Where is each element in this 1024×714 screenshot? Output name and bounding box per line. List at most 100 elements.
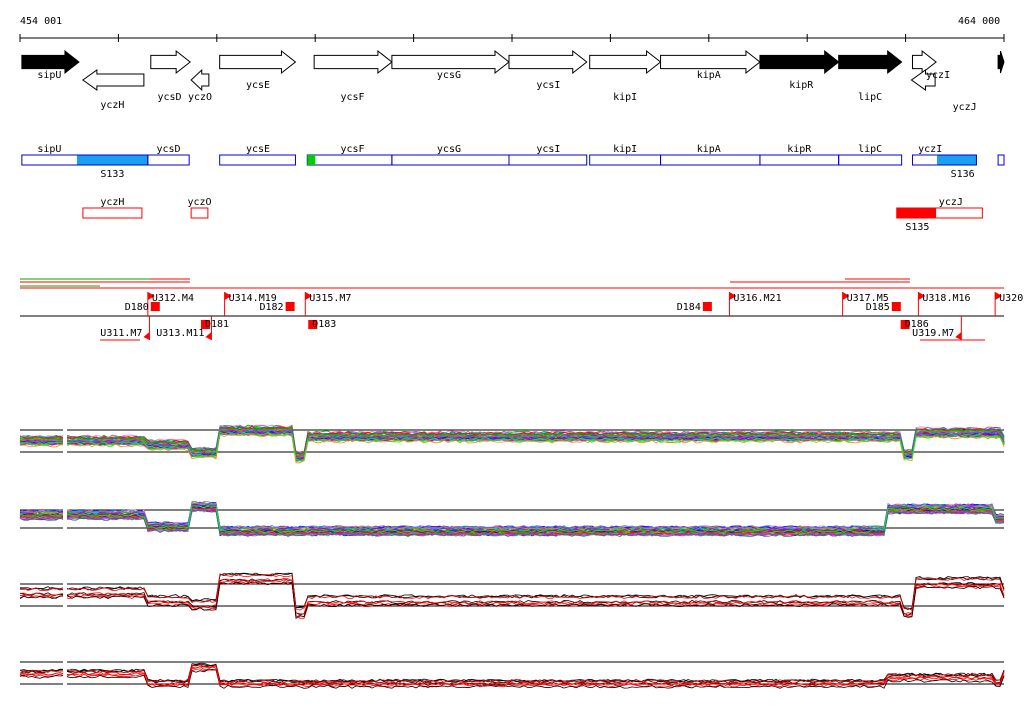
segment-label: U316.M21	[733, 293, 781, 304]
operon-box	[391, 154, 510, 166]
expression-tracks	[19, 420, 1005, 694]
ruler-end-label: 464 000	[958, 16, 1000, 27]
expr-series-line	[19, 433, 1005, 464]
segment-marker-down	[900, 320, 910, 329]
operon-highlight-label: S136	[951, 169, 975, 180]
gene-arrow-plus	[150, 49, 191, 75]
expr-gap	[63, 574, 67, 616]
segment-flag	[918, 292, 926, 300]
gene-label: yczI	[926, 70, 950, 81]
segment-label: U314.M19	[229, 293, 277, 304]
gene-label: yczJ	[953, 102, 977, 113]
segment-flag	[205, 332, 212, 340]
expr-series-line	[19, 666, 1005, 686]
segment-flag	[224, 292, 232, 300]
operon-box	[911, 154, 977, 166]
segment-label: D184	[677, 302, 701, 313]
gene-arrow-minus	[82, 69, 145, 91]
operon-box	[997, 154, 1005, 166]
gene-label: ycsG	[437, 70, 461, 81]
gene-arrow-plus	[589, 49, 662, 75]
segment-flag	[143, 332, 150, 340]
segment-marker-down	[285, 302, 295, 311]
segment-label: D183	[312, 319, 336, 330]
operon-box	[660, 154, 761, 166]
operon-box	[147, 154, 190, 166]
gene-label: ycsF	[340, 92, 364, 103]
operon-label: kipA	[697, 144, 721, 155]
segment-marker-down	[702, 302, 712, 311]
expr-series-line	[19, 424, 1005, 454]
gene-arrow-minus	[190, 68, 210, 92]
expr-series-line	[19, 669, 1005, 689]
segment-label: U311.M7	[100, 328, 142, 339]
operon-box-minus	[896, 207, 983, 219]
gene-label: ycsD	[157, 92, 181, 103]
expr-series-line	[19, 579, 1005, 618]
segment-label: U320	[999, 293, 1023, 304]
gene-arrow-plus	[313, 49, 393, 75]
segment-flag	[995, 292, 1003, 300]
expr-series-line	[19, 573, 1005, 612]
expr-gap	[63, 500, 67, 538]
gene-arrow-plus	[997, 50, 1005, 74]
gene-label: kipI	[613, 92, 637, 103]
operon-label: lipC	[858, 144, 882, 155]
gene-label: yczH	[100, 100, 124, 111]
operon-label: ycsF	[340, 144, 364, 155]
operon-box	[838, 154, 903, 166]
gene-arrow-plus	[391, 49, 510, 75]
operon-track: sipU S133 ycsD ycsE ycsF ycsG ycsI kipI kipA kipR…	[21, 144, 1005, 233]
gene-label: sipU	[37, 70, 61, 81]
segment-flag	[729, 292, 737, 300]
operon-label: yczO	[187, 197, 211, 208]
expr-series-line	[19, 426, 1005, 456]
gene-track	[21, 49, 1005, 92]
gene-arrow-plus	[838, 49, 903, 75]
expr-series-line	[20, 664, 1005, 684]
gene-label: yczO	[188, 92, 212, 103]
operon-highlight-label: S135	[905, 222, 929, 233]
operon-label: kipI	[613, 144, 637, 155]
operon-box	[759, 154, 840, 166]
gene-labels: sipU ycsD yczO ycsE ycsF ycsG ycsI kipI kipA kipR…	[37, 70, 976, 113]
expr-series-line	[19, 581, 1005, 619]
operon-label: kipR	[787, 144, 812, 155]
expr-gap	[63, 420, 67, 462]
gene-arrow-plus	[508, 49, 588, 75]
segment-flag	[955, 332, 962, 340]
operon-start-mark	[307, 155, 316, 165]
ruler-ticks	[19, 34, 1005, 42]
operon-highlight	[76, 155, 148, 165]
expr-series-line	[19, 578, 1005, 615]
gene-arrow-plus	[759, 49, 840, 75]
expr-series-line	[19, 666, 1005, 686]
segment-marker-down	[891, 302, 901, 311]
operon-box	[219, 154, 296, 166]
gene-arrow-plus	[219, 49, 297, 75]
segment-label: U319.M7	[912, 328, 954, 339]
operon-label: yczJ	[939, 197, 963, 208]
expr-series-line	[19, 581, 1005, 619]
operon-box	[306, 154, 393, 166]
operon-highlight	[896, 208, 937, 218]
expr-series-line	[19, 662, 1005, 683]
segment-label: D185	[866, 302, 890, 313]
segment-flag	[147, 292, 155, 300]
operon-box	[589, 154, 662, 166]
operon-label: ycsG	[437, 144, 461, 155]
operon-label: sipU	[37, 144, 61, 155]
operon-tail	[886, 155, 902, 165]
gene-label: ycsI	[536, 80, 560, 91]
gene-label: kipA	[697, 70, 721, 81]
segment-marker-down	[150, 302, 160, 311]
gene-arrow-plus	[660, 49, 761, 75]
expr-series-line	[19, 428, 1005, 458]
segment-label: U312.M4	[152, 293, 194, 304]
operon-box	[508, 154, 588, 166]
segment-label: U313.M11	[156, 328, 204, 339]
operon-label: yczI	[918, 144, 942, 155]
